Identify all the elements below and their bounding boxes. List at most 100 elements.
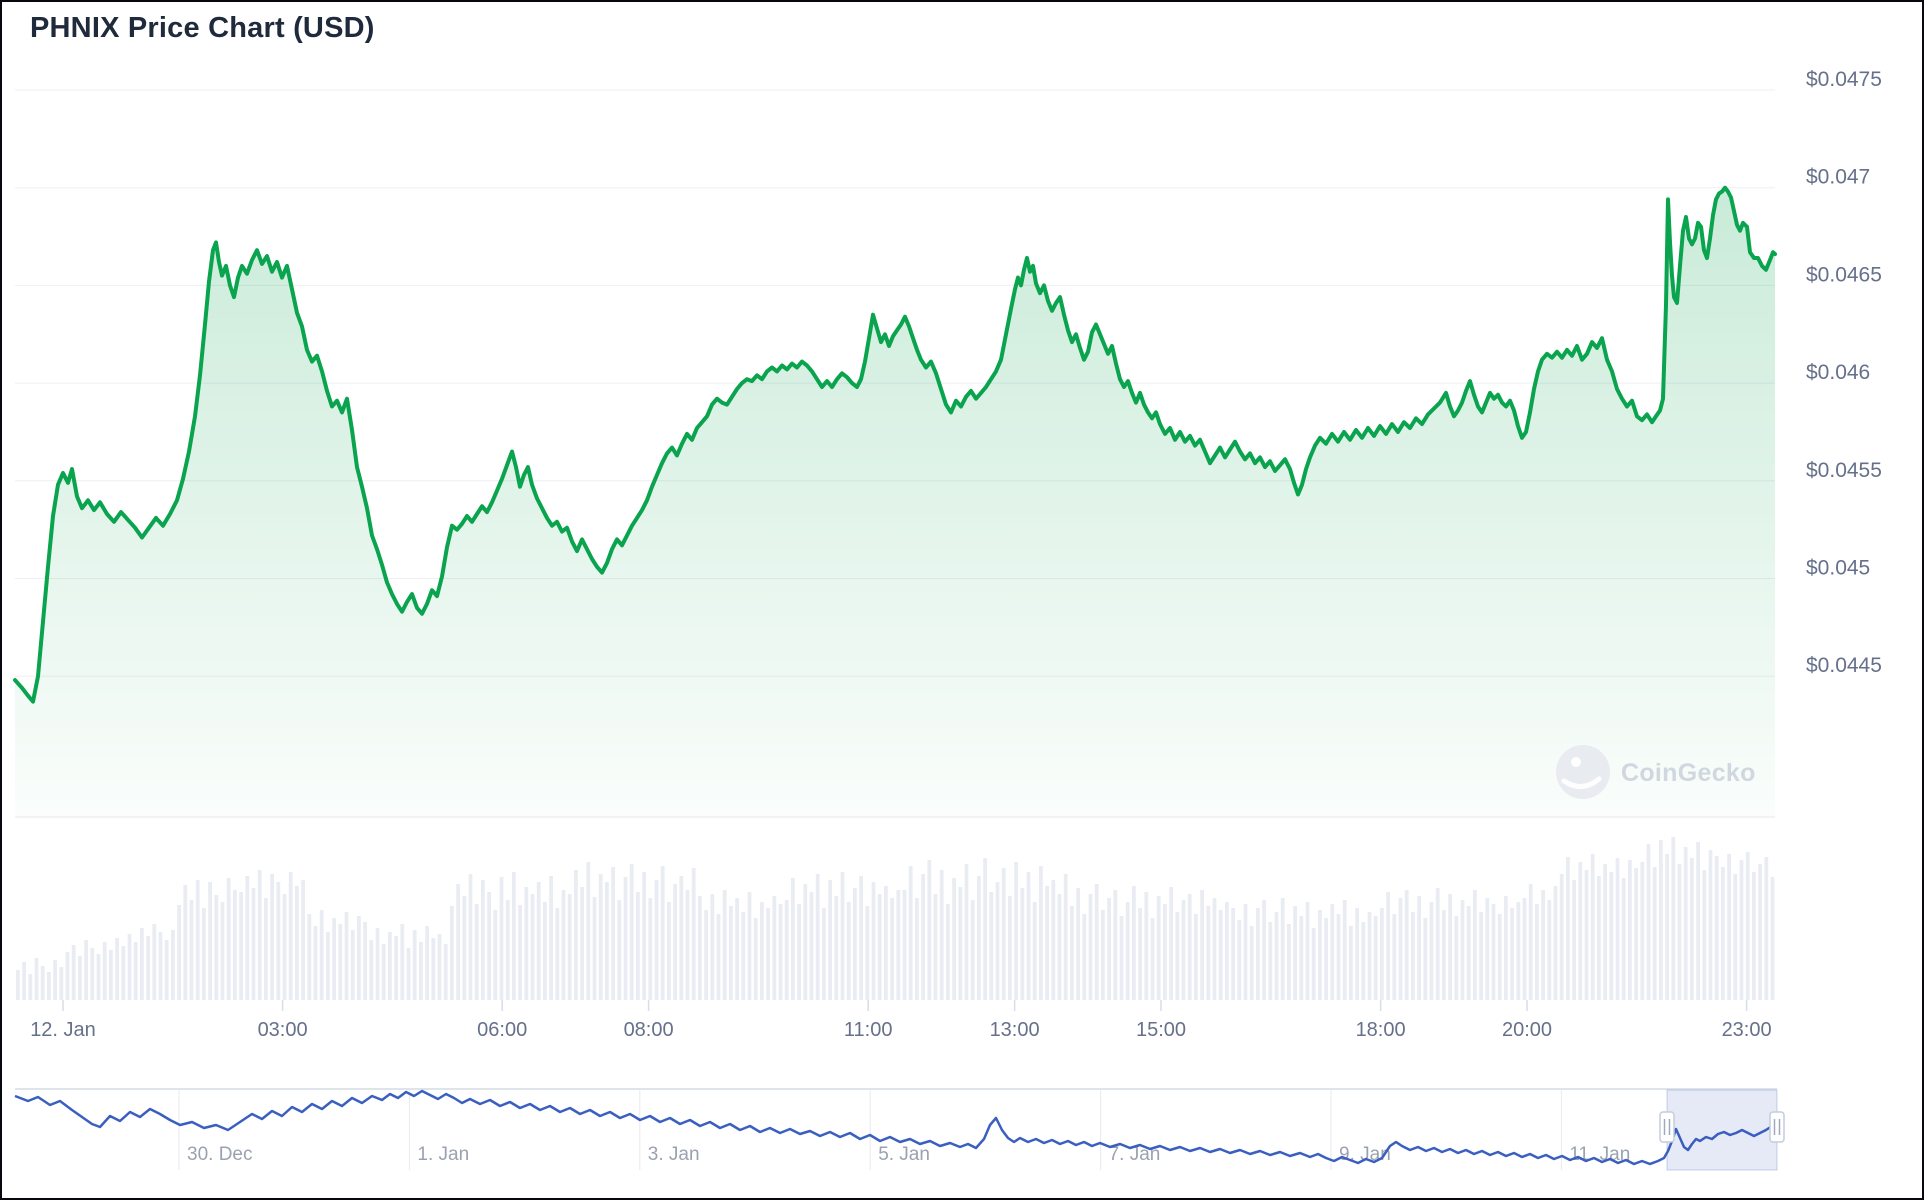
volume-bar [617, 900, 622, 1000]
volume-bar [853, 888, 857, 1000]
volume-bar [1256, 908, 1260, 1000]
volume-bar [245, 876, 250, 1000]
volume-bar [344, 912, 349, 1000]
volume-bar [970, 900, 975, 1000]
volume-bar [152, 924, 157, 1000]
y-axis-label: $0.045 [1806, 557, 1870, 580]
navigator-handle-right[interactable] [1769, 1111, 1785, 1143]
volume-bar [208, 882, 212, 1000]
navigator-handle-left[interactable] [1659, 1111, 1675, 1143]
volume-bar [1082, 914, 1087, 1000]
volume-bar [1367, 912, 1372, 1000]
volume-bar [369, 940, 374, 1000]
volume-bar [239, 892, 243, 1000]
volume-bar [1690, 858, 1694, 1000]
volume-bar [487, 892, 491, 1000]
volume-bar [1094, 884, 1099, 1000]
volume-bar [1318, 910, 1322, 1000]
navigator-date-label: 5. Jan [878, 1144, 930, 1165]
volume-bar [1590, 854, 1595, 1000]
volume-bar [908, 866, 913, 1000]
volume-bar [146, 936, 150, 1000]
volume-bar [1225, 902, 1229, 1000]
volume-bar [636, 892, 640, 1000]
volume-bar [1175, 912, 1180, 1000]
volume-bar [34, 958, 39, 1000]
volume-bar [456, 884, 460, 1000]
volume-bar [1076, 888, 1080, 1000]
volume-bar [1541, 890, 1545, 1000]
volume-bar [983, 858, 987, 1000]
y-axis-label: $0.047 [1806, 166, 1870, 189]
volume-bar [877, 894, 882, 1000]
volume-bar [654, 880, 659, 1000]
navigator-selected-range[interactable] [1666, 1089, 1778, 1171]
volume-bar [1373, 916, 1378, 1000]
volume-bar [220, 902, 225, 1000]
coingecko-watermark: CoinGecko [1556, 745, 1756, 799]
volume-bar [586, 862, 591, 1000]
volume-bar [1150, 918, 1155, 1000]
watermark-text: CoinGecko [1621, 759, 1756, 787]
volume-bar [307, 914, 312, 1000]
volume-bar [1572, 880, 1576, 1000]
navigator-date-labels: 30. Dec 1. Jan 3. Jan 5. Jan 7. Jan 9. J… [187, 1144, 1630, 1165]
navigator-pane[interactable]: 30. Dec 1. Jan 3. Jan 5. Jan 7. Jan 9. J… [14, 1088, 1785, 1171]
volume-bar [115, 938, 119, 1000]
volume-bar [611, 867, 615, 1000]
volume-bar [549, 876, 553, 1000]
volume-bar [1423, 918, 1428, 1000]
volume-bar [710, 894, 715, 1000]
volume-bar [357, 916, 361, 1000]
volume-bar [1466, 906, 1471, 1000]
volume-bar [505, 900, 510, 1000]
volume-bar [921, 874, 925, 1000]
volume-bar [716, 914, 721, 1000]
volume-bar [797, 904, 801, 1000]
volume-bar [47, 972, 51, 1000]
volume-bar [1646, 844, 1651, 1000]
volume-bar [412, 930, 417, 1000]
volume-bar [1169, 887, 1173, 1000]
volume-bar [195, 880, 200, 1000]
volume-bar [915, 898, 919, 1000]
volume-bar [784, 900, 789, 1000]
volume-bar [1156, 896, 1161, 1000]
volume-bar [667, 902, 671, 1000]
volume-bar [1683, 847, 1688, 1000]
volume-bar [388, 932, 392, 1000]
volume-bar [1187, 894, 1192, 1000]
volume-bar [1119, 916, 1124, 1000]
volume-bar [1212, 898, 1217, 1000]
volume-bar [375, 928, 380, 1000]
price-line[interactable] [13, 185, 1777, 704]
volume-bar [1070, 906, 1074, 1000]
volume-bar [995, 882, 1000, 1000]
coingecko-logo-icon [1556, 745, 1610, 799]
volume-bar [288, 872, 293, 1000]
volume-bar [1014, 862, 1018, 1000]
volume-bar [592, 897, 597, 1000]
volume-bar [462, 896, 467, 1000]
volume-bar [1361, 922, 1366, 1000]
navigator-date-label: 1. Jan [417, 1144, 469, 1165]
volume-bar [96, 954, 101, 1000]
volume-bar [1522, 898, 1527, 1000]
volume-bar [1125, 902, 1130, 1000]
volume-bar [722, 890, 727, 1000]
volume-bar [809, 892, 814, 1000]
volume-bar [1770, 877, 1775, 1000]
volume-bar [84, 940, 88, 1000]
volume-bar [958, 887, 963, 1000]
volume-bar [1708, 850, 1713, 1000]
volume-bar [78, 956, 82, 1000]
gecko-mouth [1561, 776, 1602, 789]
volume-bar [319, 910, 324, 1000]
volume-bar [1206, 906, 1211, 1000]
volume-bar [1299, 916, 1304, 1000]
volume-bar [400, 924, 405, 1000]
volume-bar [741, 912, 746, 1000]
volume-bar [1764, 857, 1769, 1000]
volume-bar [623, 877, 628, 1000]
